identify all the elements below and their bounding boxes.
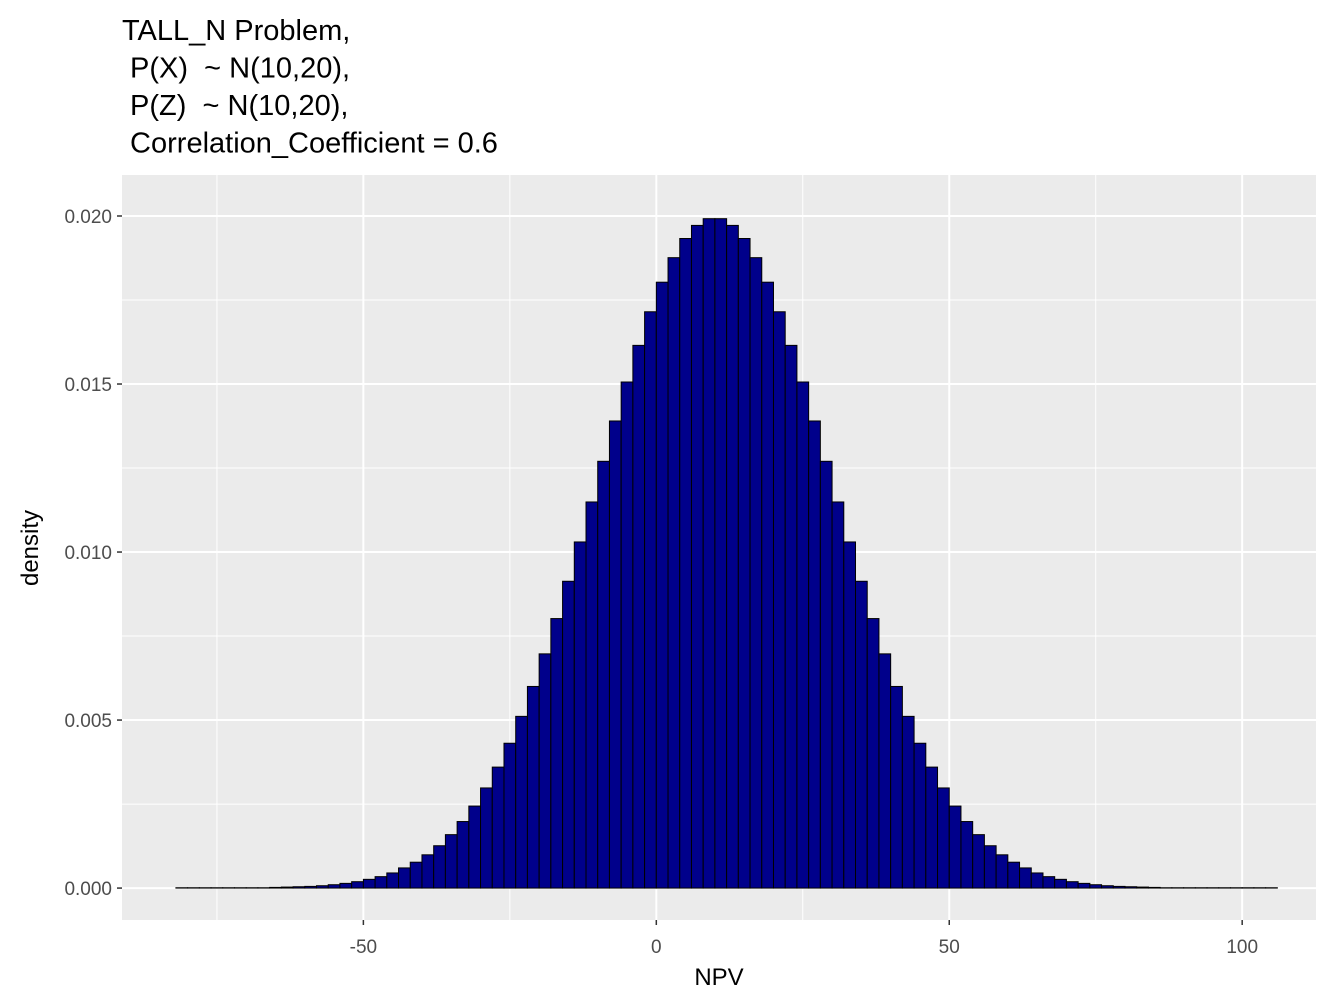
bar <box>597 460 610 889</box>
bar <box>878 653 892 889</box>
bar <box>409 861 423 889</box>
y-axis-title: density <box>17 510 44 586</box>
bar <box>1065 881 1079 889</box>
y-tick-label: 0.020 <box>64 207 112 228</box>
bar <box>1089 884 1103 889</box>
bar <box>1136 886 1149 889</box>
bar <box>702 218 716 889</box>
x-axis-title: NPV <box>694 964 743 991</box>
bar <box>280 886 294 889</box>
bar <box>433 845 446 889</box>
bar <box>480 787 493 889</box>
bar <box>726 224 739 889</box>
bar <box>526 685 540 889</box>
bar <box>538 653 552 889</box>
bar <box>655 281 669 889</box>
bar <box>1101 885 1114 889</box>
labels: TALL_N Problem, P(X) ~ N(10,20), P(Z) ~ … <box>17 15 1258 991</box>
bar <box>784 344 798 889</box>
bar <box>491 766 505 889</box>
bar <box>772 311 786 889</box>
bar <box>690 224 704 889</box>
bar <box>515 715 528 889</box>
bar <box>386 872 400 889</box>
bar <box>901 715 915 889</box>
bar <box>644 311 657 889</box>
bar <box>667 257 681 889</box>
bar <box>632 344 646 889</box>
bar <box>1007 861 1021 889</box>
bar <box>444 834 458 889</box>
bar <box>316 885 329 889</box>
bar <box>468 805 482 889</box>
bar <box>819 460 833 889</box>
bar <box>304 885 318 889</box>
title-line: Correlation_Coefficient = 0.6 <box>122 128 498 160</box>
bar <box>1042 876 1056 889</box>
bar <box>679 238 692 889</box>
bar <box>1077 882 1091 889</box>
bar <box>831 501 845 889</box>
bar <box>843 541 857 889</box>
bar <box>913 742 927 889</box>
x-tick-label: 0 <box>651 937 662 958</box>
bar <box>362 878 376 889</box>
bar <box>761 281 774 889</box>
bar <box>503 742 517 889</box>
bar <box>925 766 939 889</box>
bar <box>1019 867 1032 889</box>
bar <box>995 854 1009 889</box>
x-tick-label: 100 <box>1226 937 1258 958</box>
bar <box>960 821 974 889</box>
bar <box>327 884 341 889</box>
bar <box>351 881 364 889</box>
bar <box>269 886 282 889</box>
bar <box>339 882 353 889</box>
bar <box>808 420 821 889</box>
x-tick-label: 50 <box>939 937 960 958</box>
bar <box>749 257 763 889</box>
bar <box>398 867 411 889</box>
bar <box>855 580 868 889</box>
bar <box>1030 872 1044 889</box>
bar <box>937 787 950 889</box>
chart-title: TALL_N Problem, P(X) ~ N(10,20), P(Z) ~ … <box>122 15 498 160</box>
bar <box>573 541 587 889</box>
bar <box>585 501 599 889</box>
bar <box>866 618 880 889</box>
x-tick-label: -50 <box>350 937 377 958</box>
bar <box>983 845 997 889</box>
title-line: P(X) ~ N(10,20), <box>122 53 350 85</box>
bar <box>374 876 388 889</box>
bar <box>737 238 751 889</box>
y-tick-label: 0.015 <box>64 375 112 396</box>
bar <box>948 805 962 889</box>
bar <box>292 886 306 889</box>
y-tick-label: 0.000 <box>64 879 112 900</box>
bar <box>1054 878 1067 889</box>
bar <box>550 618 564 889</box>
bar <box>620 381 634 889</box>
bar <box>972 834 985 889</box>
bar <box>1112 885 1126 889</box>
bar <box>1147 886 1161 889</box>
y-tick-label: 0.010 <box>64 543 112 564</box>
bar <box>796 381 810 889</box>
bar <box>714 218 728 889</box>
bar <box>890 685 903 889</box>
bar <box>608 420 622 889</box>
bar <box>456 821 470 889</box>
bars <box>175 218 1278 889</box>
bar <box>1124 886 1138 889</box>
title-line: P(Z) ~ N(10,20), <box>122 90 348 122</box>
title-line: TALL_N Problem, <box>122 15 350 47</box>
bar <box>421 854 435 889</box>
y-tick-label: 0.005 <box>64 711 112 732</box>
bar <box>562 580 575 889</box>
